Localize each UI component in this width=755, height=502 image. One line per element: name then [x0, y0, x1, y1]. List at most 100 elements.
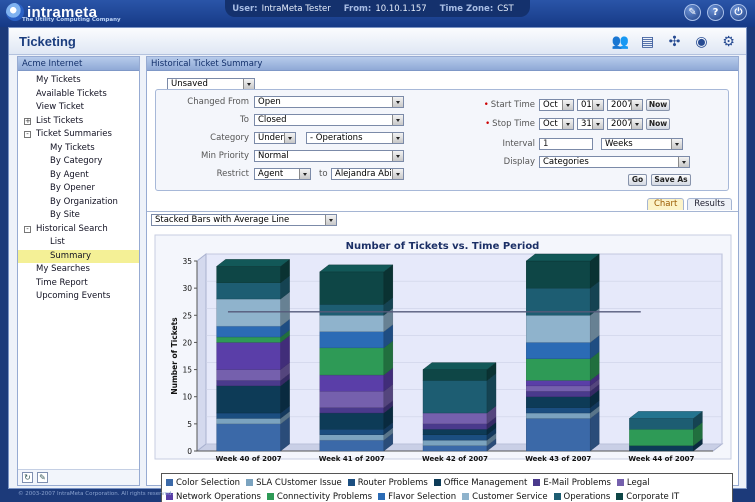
legend-swatch	[378, 493, 386, 500]
sidebar-item[interactable]: By Organization	[18, 196, 139, 210]
y-tick-label: 35	[182, 257, 192, 266]
category-operator-select[interactable]: Under	[254, 132, 296, 144]
bar-segment	[526, 287, 591, 316]
sidebar-item-label: By Agent	[50, 169, 89, 180]
min-priority-select[interactable]: Normal	[254, 150, 404, 162]
bar-segment	[319, 407, 384, 414]
timezone-value: CST	[497, 3, 514, 14]
brand-name: intrameta	[27, 3, 98, 21]
chart-type-value: Stacked Bars with Average Line	[155, 215, 290, 225]
start-year-select[interactable]: 2007	[607, 99, 643, 111]
sidebar-item-label: List	[50, 237, 65, 247]
sidebar-item-label: Historical Search	[36, 223, 108, 234]
legend-swatch	[266, 493, 274, 500]
min-priority-label: Min Priority	[200, 151, 249, 161]
sidebar-item[interactable]: By Category	[18, 155, 139, 169]
legend-label: Network Operations	[176, 491, 261, 502]
x-tick-label: Week 42 of 2007	[422, 455, 488, 463]
chevron-down-icon	[392, 133, 403, 143]
collapse-icon[interactable]: -	[24, 225, 31, 233]
tools-icon[interactable]: ✎	[684, 4, 701, 21]
expand-icon[interactable]: +	[24, 116, 31, 125]
sidebar-item[interactable]: My Tickets	[18, 74, 139, 88]
bar-segment	[216, 385, 281, 414]
stop-day-select[interactable]: 31	[577, 118, 604, 130]
bar-top	[319, 264, 394, 273]
sidebar-item[interactable]: Summary	[18, 249, 139, 263]
collapse-icon[interactable]: -	[24, 131, 31, 138]
sidebar-item[interactable]: Time Report	[18, 277, 139, 291]
legend-label: E-Mail Problems	[543, 477, 611, 488]
sidebar-item[interactable]: + List Tickets	[18, 115, 139, 129]
legend-swatch	[616, 493, 624, 500]
bar-segment	[629, 445, 694, 452]
legend-label: Legal	[626, 477, 650, 488]
save-as-button[interactable]: Save As	[651, 174, 691, 186]
display-select[interactable]: Categories	[539, 156, 690, 168]
restrict-to-select[interactable]: Alejandra Abidi	[331, 168, 404, 180]
globe-icon[interactable]: ◉	[695, 33, 708, 50]
sidebar-item[interactable]: - Ticket Summaries	[18, 128, 139, 142]
restrict-select[interactable]: Agent	[254, 168, 311, 180]
to-select[interactable]: Closed	[254, 114, 404, 126]
stop-now-button[interactable]: Now	[646, 118, 670, 130]
power-icon[interactable]: ⏻	[730, 4, 747, 21]
network-icon[interactable]: ✣	[668, 33, 681, 50]
user-value: IntraMeta Tester	[261, 3, 331, 14]
interval-input[interactable]: 1	[539, 138, 593, 150]
category-select[interactable]: - Operations	[306, 132, 404, 144]
stop-month-select[interactable]: Oct	[539, 118, 574, 130]
tickets-icon[interactable]: ▤	[640, 33, 655, 50]
legend-swatch	[533, 479, 541, 486]
bar-segment	[526, 418, 591, 452]
bar-segment	[319, 429, 384, 435]
legend-label: Color Selection	[176, 477, 241, 488]
sidebar-item[interactable]: My Tickets	[18, 142, 139, 156]
start-day-select[interactable]: 01	[577, 99, 604, 111]
legend-swatch	[166, 493, 173, 500]
chart-type-select[interactable]: Stacked Bars with Average Line	[151, 214, 337, 226]
chart-title: Number of Tickets vs. Time Period	[346, 241, 540, 252]
tab-chart[interactable]: Chart	[646, 198, 685, 210]
sidebar-item-label: By Opener	[50, 183, 95, 193]
sidebar-item[interactable]: List	[18, 236, 139, 250]
start-now-button[interactable]: Now	[646, 99, 670, 111]
help-icon[interactable]: ?	[707, 4, 724, 21]
tickets-chart: Number of Tickets vs. Time Period 0 5 10 15 2…	[154, 234, 732, 463]
sidebar-item[interactable]: By Opener	[18, 182, 139, 196]
legend-label: Flavor Selection	[388, 491, 457, 502]
bar-segment	[422, 439, 488, 446]
sidebar-item[interactable]: By Agent	[18, 169, 139, 183]
user-label: User:	[232, 3, 258, 14]
sidebar-item[interactable]: By Site	[18, 209, 139, 223]
stop-year-select[interactable]: 2007	[607, 118, 643, 130]
bar-segment	[422, 429, 488, 435]
chevron-down-icon	[562, 119, 573, 129]
interval-unit-select[interactable]: Weeks	[601, 138, 683, 150]
sidebar-item[interactable]: - Historical Search	[18, 223, 139, 237]
bar-segment	[216, 418, 281, 425]
bar-segment	[319, 434, 384, 441]
edit-icon[interactable]: ✎	[37, 472, 48, 483]
bar-segment	[526, 391, 591, 397]
refresh-icon[interactable]: ↻	[22, 472, 33, 483]
chevron-down-icon	[678, 157, 689, 167]
changed-from-select[interactable]: Open	[254, 96, 404, 108]
sidebar-item-label: By Site	[50, 210, 80, 220]
sidebar-item[interactable]: My Searches	[18, 263, 139, 277]
main-panel: Ticketing 👥 ▤ ✣ ◉ ⚙ Acme Internet My Tic…	[8, 27, 747, 502]
settings-icon[interactable]: ⚙	[722, 33, 735, 50]
bar-segment	[216, 369, 281, 381]
bar-segment	[526, 358, 591, 381]
restrict-to-value: Alejandra Abidi	[335, 169, 400, 179]
go-button[interactable]: Go	[628, 174, 647, 186]
start-month-select[interactable]: Oct	[539, 99, 574, 111]
chevron-down-icon	[392, 169, 403, 179]
users-icon[interactable]: 👥	[611, 33, 630, 50]
tab-results[interactable]: Results	[687, 198, 732, 210]
sidebar-item[interactable]: Upcoming Events	[18, 290, 139, 304]
brand-logo[interactable]: intrameta	[6, 3, 97, 21]
sidebar-item[interactable]: Available Tickets	[18, 88, 139, 102]
sidebar-item[interactable]: View Ticket	[18, 101, 139, 115]
sidebar-item-label: My Tickets	[50, 142, 95, 153]
